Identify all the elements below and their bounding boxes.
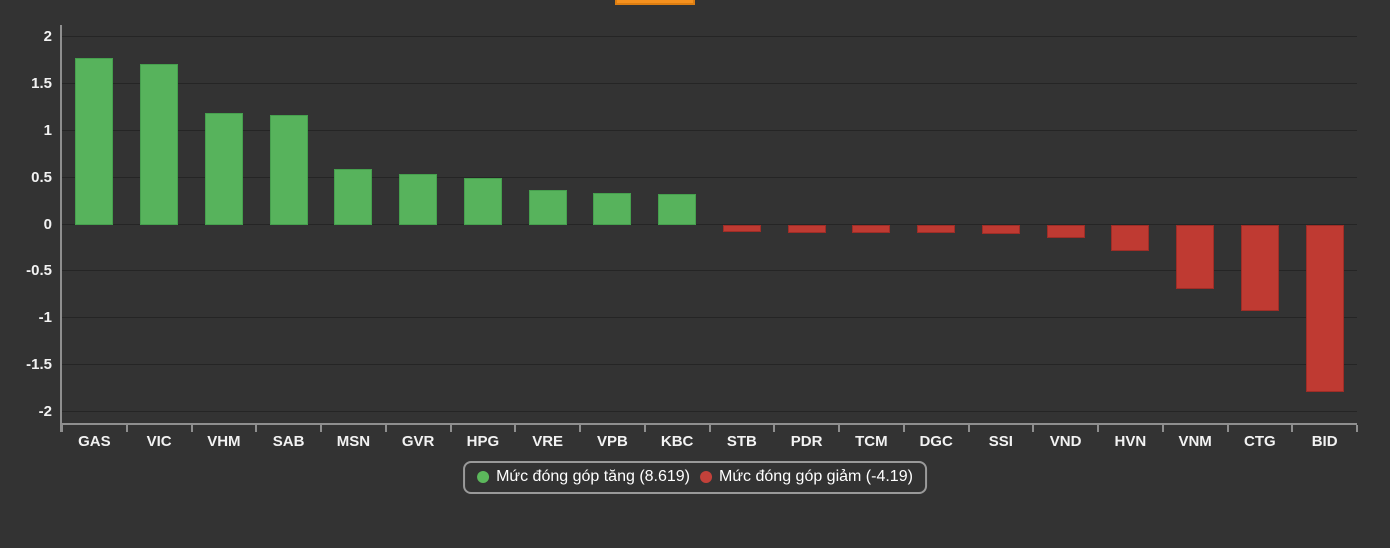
x-axis-tick — [1032, 425, 1035, 432]
bar-VNM[interactable] — [1176, 224, 1215, 290]
legend-label-decrease: Mức đóng góp giảm (-4.19) — [719, 468, 913, 485]
bar-TCM[interactable] — [852, 224, 891, 233]
x-axis-tick — [384, 425, 387, 432]
x-axis-tick — [61, 425, 63, 432]
x-axis-label-VPB: VPB — [596, 433, 628, 450]
orange-tab-button[interactable] — [615, 0, 695, 5]
x-axis-label-SSI: SSI — [988, 433, 1013, 450]
x-axis-label-TCM: TCM — [855, 433, 888, 450]
x-axis-tick — [967, 425, 970, 432]
bar-VPB[interactable] — [593, 192, 632, 225]
gridline-1.5 — [62, 82, 1357, 84]
x-axis-label-STB: STB — [726, 433, 757, 450]
chart-legend: Mức đóng góp tăng (8.619) Mức đóng góp g… — [463, 461, 927, 494]
x-axis-tick — [902, 425, 905, 432]
bar-HVN[interactable] — [1111, 224, 1150, 251]
x-axis-tick — [708, 425, 711, 432]
bar-MSN[interactable] — [334, 169, 373, 225]
gridline-2 — [62, 36, 1357, 37]
y-axis-label-0: 0 — [43, 215, 52, 233]
x-axis-labels: GAS VIC VHM SAB MSN GVR HPG VRE VPB KBC STB PDR TCM D… — [62, 433, 1357, 455]
x-axis-label-VHM: VHM — [207, 433, 241, 450]
bar-PDR[interactable] — [787, 224, 826, 233]
bar-SAB[interactable] — [269, 114, 308, 225]
gridline-1 — [62, 129, 1357, 131]
x-axis-tick — [449, 425, 452, 432]
bar-VHM[interactable] — [204, 112, 243, 225]
x-axis-label-VRE: VRE — [532, 433, 564, 450]
bar-VIC[interactable] — [140, 64, 179, 225]
y-axis-label-2: 2 — [43, 28, 52, 45]
bar-VND[interactable] — [1046, 224, 1085, 238]
x-axis-label-BID: BID — [1311, 433, 1338, 450]
x-axis-tick — [1097, 425, 1099, 432]
x-axis-tick — [643, 425, 646, 432]
gridline-0.5 — [62, 176, 1357, 178]
legend-dot-decrease-icon — [700, 471, 713, 483]
x-axis-tick — [579, 425, 581, 432]
bar-GAS[interactable] — [75, 57, 114, 225]
y-axis-label-1.5: 1.5 — [31, 74, 52, 92]
bar-KBC[interactable] — [658, 193, 697, 225]
bar-BID[interactable] — [1305, 224, 1344, 393]
y-axis-label--2: -2 — [38, 403, 52, 420]
x-axis-tick — [125, 425, 128, 432]
x-axis-label-MSN: MSN — [336, 433, 371, 450]
x-axis-tick — [1161, 425, 1164, 432]
x-axis-tick — [1356, 425, 1358, 432]
x-axis-label-CTG: CTG — [1244, 433, 1276, 450]
legend-item-decrease[interactable]: Mức đóng góp giảm (-4.19) — [700, 468, 913, 486]
x-axis-label-PDR: PDR — [790, 433, 823, 450]
gridline--1 — [62, 317, 1357, 319]
gridline-0 — [62, 223, 1357, 225]
bar-DGC[interactable] — [917, 224, 956, 233]
legend-item-increase[interactable]: Mức đóng góp tăng (8.619) — [477, 468, 690, 486]
y-axis-label-1: 1 — [43, 121, 52, 139]
x-axis-line — [60, 423, 1357, 425]
bar-GVR[interactable] — [399, 173, 438, 225]
x-axis-label-VIC: VIC — [146, 433, 172, 450]
bar-VRE[interactable] — [528, 189, 567, 225]
bar-SSI[interactable] — [981, 224, 1020, 234]
x-axis-label-GVR: GVR — [401, 433, 435, 450]
gridline--1.5 — [62, 364, 1357, 366]
legend-dot-increase-icon — [477, 471, 490, 483]
x-axis-label-HVN: HVN — [1114, 433, 1147, 450]
y-axis-label--0.5: -0.5 — [26, 262, 52, 280]
x-axis-tick — [255, 425, 258, 432]
x-axis-label-GAS: GAS — [78, 433, 111, 450]
x-axis-label-KBC: KBC — [660, 433, 694, 450]
legend-label-increase: Mức đóng góp tăng (8.619) — [496, 468, 691, 485]
x-axis-label-HPG: HPG — [466, 433, 500, 450]
bar-CTG[interactable] — [1240, 224, 1279, 311]
y-axis-line — [60, 25, 62, 432]
gridline--2 — [62, 411, 1357, 412]
x-axis-tick — [838, 425, 840, 432]
x-axis-label-VND: VND — [1049, 433, 1082, 450]
y-axis-label--1.5: -1.5 — [26, 356, 52, 374]
y-axis-label--1: -1 — [38, 309, 52, 327]
x-axis-tick — [1226, 425, 1229, 432]
bar-HPG[interactable] — [463, 177, 502, 225]
x-axis-label-SAB: SAB — [272, 433, 305, 450]
x-axis-tick — [773, 425, 776, 432]
y-axis-label-0.5: 0.5 — [31, 168, 52, 186]
x-axis-tick — [1291, 425, 1294, 432]
gridline--0.5 — [62, 270, 1357, 272]
x-axis-tick — [320, 425, 322, 432]
x-axis-tick — [190, 425, 193, 432]
plot-area — [60, 25, 1358, 432]
bar-STB[interactable] — [722, 224, 761, 232]
x-axis-label-DGC: DGC — [919, 433, 953, 450]
x-axis-tick — [514, 425, 517, 432]
x-axis-label-VNM: VNM — [1178, 433, 1212, 450]
